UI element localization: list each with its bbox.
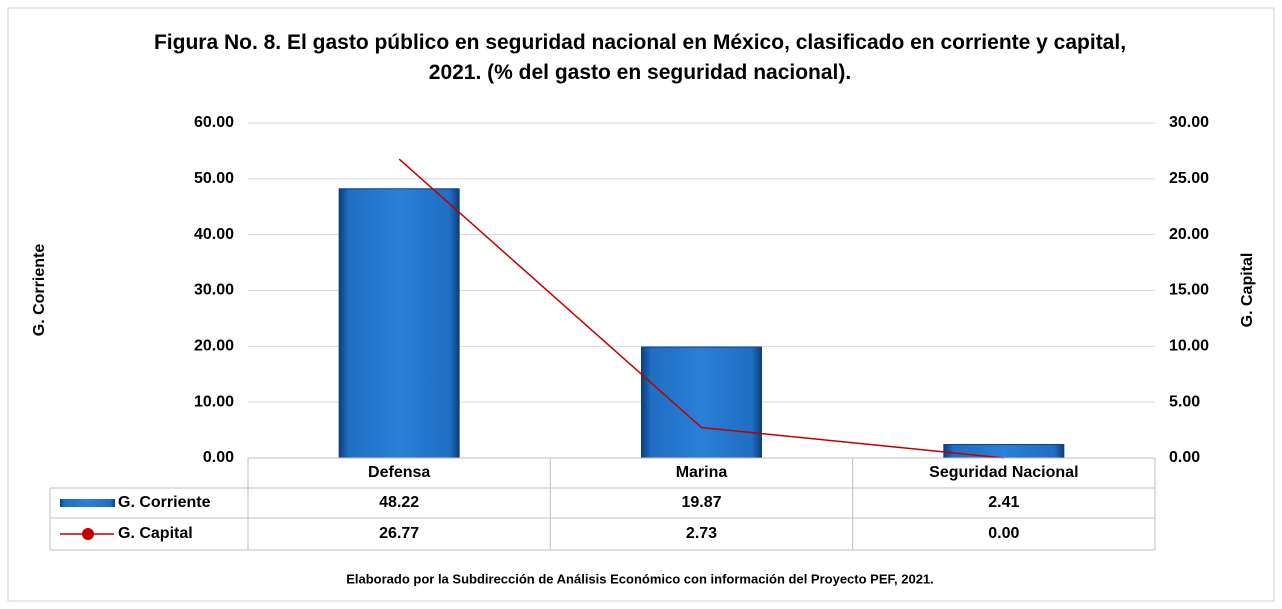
y-tick-label: 0.00 bbox=[203, 449, 234, 466]
table-value: 48.22 bbox=[379, 494, 419, 511]
table-value: 2.73 bbox=[686, 525, 717, 542]
bar bbox=[338, 188, 460, 459]
legend-label: G. Corriente bbox=[118, 494, 211, 511]
table-value: 2.41 bbox=[988, 494, 1019, 511]
table-value: 26.77 bbox=[379, 525, 419, 542]
x-tick-label: Seguridad Nacional bbox=[929, 464, 1078, 481]
y2-tick-label: 20.00 bbox=[1169, 226, 1209, 243]
y-tick-label: 60.00 bbox=[194, 114, 234, 131]
y2-tick-label: 5.00 bbox=[1169, 393, 1200, 410]
x-tick-label: Defensa bbox=[368, 464, 430, 481]
y-tick-label: 50.00 bbox=[194, 170, 234, 187]
y2-tick-label: 10.00 bbox=[1169, 338, 1209, 355]
y-axis-label: G. Corriente bbox=[31, 244, 48, 337]
legend-label: G. Capital bbox=[118, 525, 193, 542]
y2-tick-label: 15.00 bbox=[1169, 282, 1209, 299]
frame bbox=[7, 7, 1275, 602]
line bbox=[398, 158, 1004, 459]
chart-title: Figura No. 8. El gasto público en seguri… bbox=[153, 31, 1127, 84]
y-tick-label: 40.00 bbox=[194, 226, 234, 243]
y-tick-label: 30.00 bbox=[194, 282, 234, 299]
footnote: Elaborado por la Subdirección de Análisi… bbox=[346, 571, 934, 586]
legend-key bbox=[60, 499, 115, 507]
y-tick-label: 20.00 bbox=[194, 338, 234, 355]
x-tick-label: Marina bbox=[676, 464, 728, 481]
y-tick-label: 10.00 bbox=[194, 393, 234, 410]
bar bbox=[641, 346, 762, 459]
y2-axis-label: G. Capital bbox=[1239, 253, 1256, 328]
y2-tick-label: 25.00 bbox=[1169, 170, 1209, 187]
y2-tick-label: 0.00 bbox=[1169, 449, 1200, 466]
table-value: 0.00 bbox=[988, 525, 1019, 542]
y2-tick-label: 30.00 bbox=[1169, 114, 1209, 131]
legend-key bbox=[82, 528, 94, 540]
table-value: 19.87 bbox=[681, 494, 721, 511]
bar bbox=[943, 444, 1065, 459]
